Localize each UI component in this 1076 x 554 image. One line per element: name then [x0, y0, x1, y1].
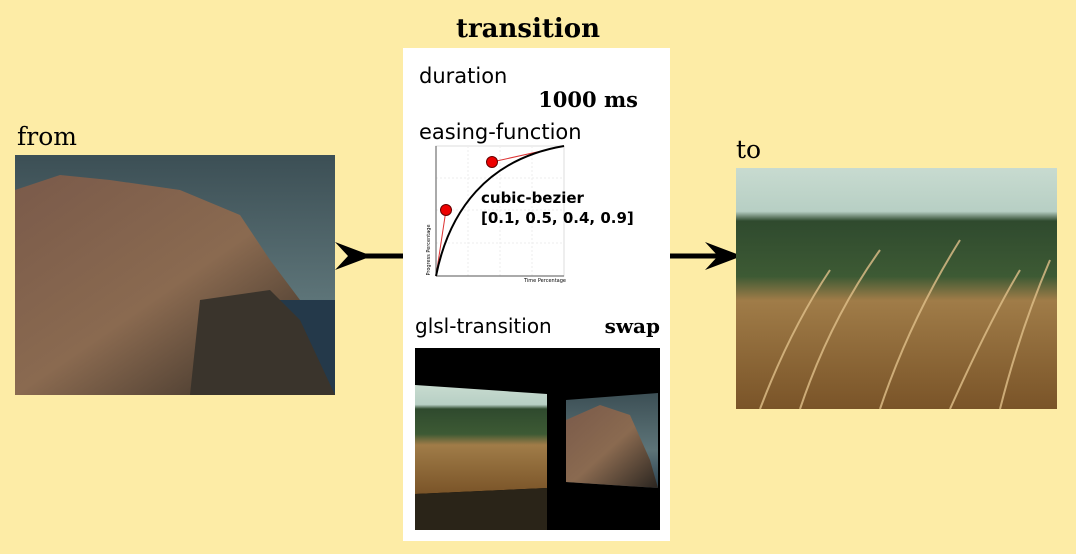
to-image: [736, 168, 1057, 410]
arrow-left: [335, 242, 403, 270]
from-label: from: [17, 122, 77, 151]
glsl-value: swap: [605, 314, 660, 338]
arrow-right: [670, 242, 742, 270]
from-image: [15, 155, 335, 395]
duration-label: duration: [419, 64, 507, 88]
graph-x-label: Time Percentage: [523, 278, 566, 284]
easing-params: [0.1, 0.5, 0.4, 0.9]: [481, 209, 634, 227]
glsl-label: glsl-transition: [415, 314, 552, 338]
graph-y-label: Progress Percentage: [426, 224, 432, 275]
easing-graph: Progress Percentage Time Percentage: [426, 145, 566, 284]
to-label: to: [736, 135, 761, 164]
transition-preview: [415, 348, 660, 530]
easing-label: easing-function: [419, 120, 582, 144]
easing-name: cubic-bezier: [481, 189, 585, 207]
duration-value: 1000 ms: [538, 87, 638, 112]
title: transition: [456, 14, 600, 44]
